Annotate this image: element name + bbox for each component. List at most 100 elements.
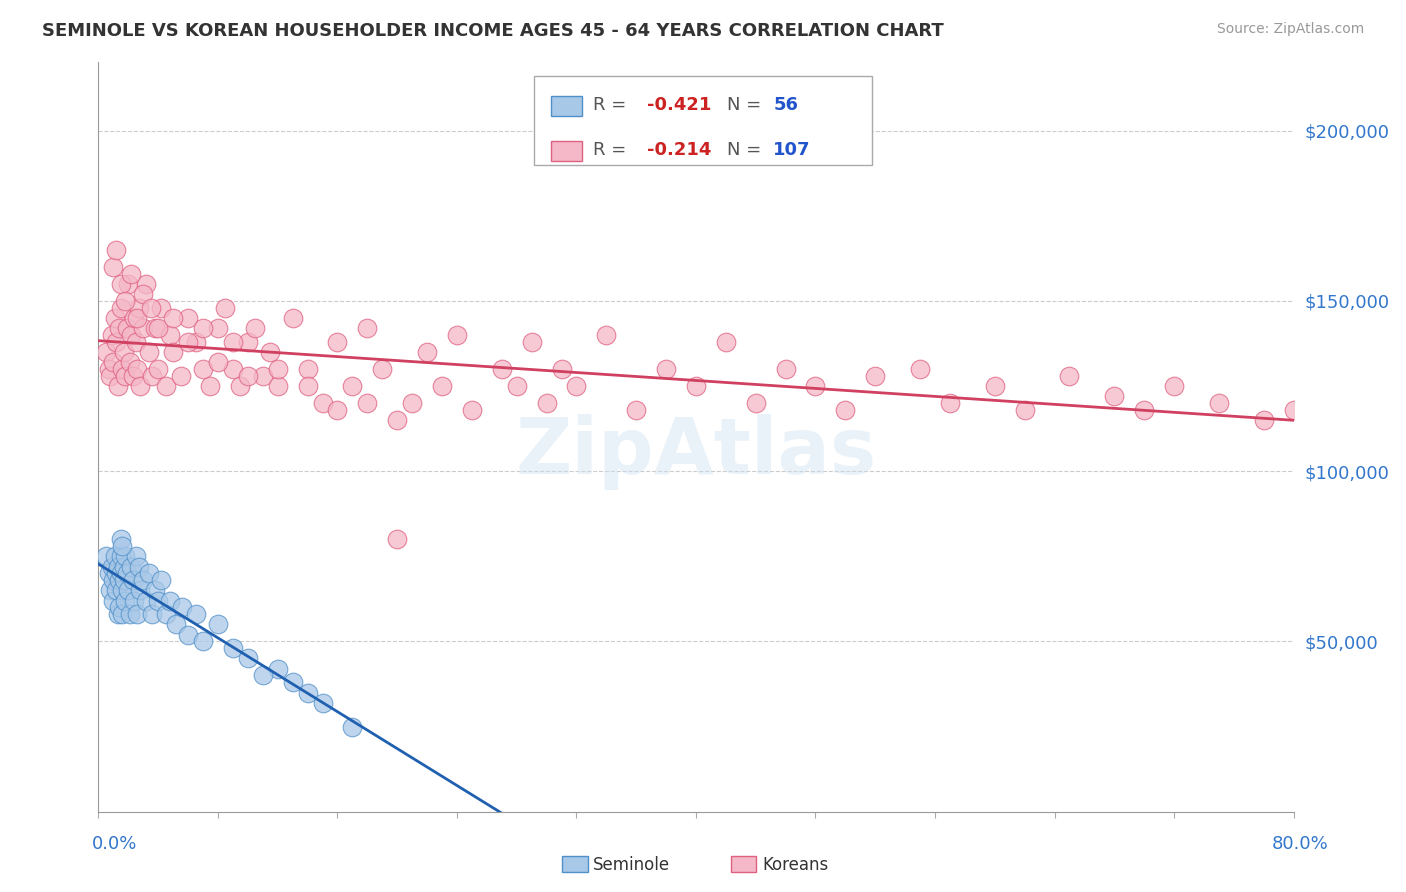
Point bbox=[127, 310, 149, 325]
Point bbox=[107, 379, 129, 393]
Point bbox=[155, 379, 177, 393]
Point bbox=[110, 549, 132, 564]
Point bbox=[356, 396, 378, 410]
Point bbox=[108, 321, 131, 335]
Point bbox=[342, 720, 364, 734]
Point bbox=[118, 355, 141, 369]
Point bbox=[121, 573, 143, 587]
Point bbox=[207, 617, 229, 632]
Point bbox=[97, 566, 120, 581]
Point bbox=[356, 321, 378, 335]
Point bbox=[101, 327, 124, 342]
Point bbox=[222, 362, 245, 376]
Point bbox=[141, 607, 163, 622]
Point bbox=[685, 379, 707, 393]
Point bbox=[94, 549, 117, 564]
Point bbox=[172, 600, 194, 615]
Point bbox=[105, 243, 128, 257]
Text: 80.0%: 80.0% bbox=[1272, 835, 1329, 853]
Point bbox=[236, 651, 259, 665]
Point bbox=[125, 334, 148, 349]
Point bbox=[297, 379, 319, 393]
Point bbox=[128, 559, 150, 574]
Point bbox=[117, 277, 139, 291]
Point bbox=[191, 321, 214, 335]
Point bbox=[107, 607, 129, 622]
Point bbox=[184, 334, 207, 349]
Point bbox=[177, 310, 200, 325]
Point bbox=[103, 355, 125, 369]
Point bbox=[252, 368, 274, 383]
Point bbox=[281, 310, 304, 325]
Point bbox=[200, 379, 222, 393]
Point bbox=[1163, 379, 1185, 393]
Text: R =: R = bbox=[593, 96, 633, 114]
Point bbox=[97, 362, 120, 376]
Point bbox=[117, 583, 139, 598]
Point bbox=[191, 634, 214, 648]
Point bbox=[129, 379, 152, 393]
Point bbox=[138, 566, 160, 581]
Point bbox=[108, 600, 131, 615]
Point bbox=[127, 362, 149, 376]
Point bbox=[1133, 402, 1156, 417]
Point bbox=[1104, 389, 1126, 403]
Point bbox=[111, 362, 134, 376]
Point bbox=[908, 362, 931, 376]
Point bbox=[326, 402, 349, 417]
Point bbox=[222, 334, 245, 349]
Point bbox=[105, 583, 128, 598]
Point bbox=[111, 583, 134, 598]
Point bbox=[245, 321, 267, 335]
Point bbox=[446, 327, 468, 342]
Point bbox=[342, 379, 364, 393]
Point bbox=[745, 396, 768, 410]
Point bbox=[148, 321, 170, 335]
Point bbox=[143, 321, 166, 335]
Point bbox=[416, 345, 439, 359]
Point bbox=[112, 573, 135, 587]
Point bbox=[804, 379, 827, 393]
Point bbox=[550, 362, 572, 376]
Point bbox=[536, 396, 558, 410]
Point bbox=[385, 533, 409, 547]
Point bbox=[177, 334, 200, 349]
Point bbox=[297, 362, 319, 376]
Text: N =: N = bbox=[727, 141, 766, 159]
Point bbox=[98, 583, 122, 598]
Point bbox=[236, 334, 259, 349]
Point bbox=[111, 607, 134, 622]
Point bbox=[105, 566, 128, 581]
Point bbox=[115, 321, 138, 335]
Point bbox=[371, 362, 394, 376]
Point bbox=[595, 327, 617, 342]
Point bbox=[127, 607, 149, 622]
Point bbox=[124, 310, 146, 325]
Point bbox=[110, 301, 132, 315]
Point bbox=[110, 566, 132, 581]
Point bbox=[311, 696, 333, 710]
Point bbox=[103, 260, 125, 274]
Point bbox=[129, 583, 152, 598]
Point bbox=[159, 593, 181, 607]
Point bbox=[98, 368, 122, 383]
Point bbox=[626, 402, 648, 417]
Text: Source: ZipAtlas.com: Source: ZipAtlas.com bbox=[1216, 22, 1364, 37]
Point bbox=[207, 321, 229, 335]
Point bbox=[120, 559, 142, 574]
Point bbox=[297, 685, 319, 699]
Point bbox=[506, 379, 529, 393]
Point bbox=[1059, 368, 1081, 383]
Point bbox=[138, 345, 160, 359]
Point bbox=[222, 641, 245, 656]
Point bbox=[114, 593, 136, 607]
Point bbox=[132, 573, 155, 587]
Point bbox=[124, 593, 146, 607]
Point bbox=[128, 301, 150, 315]
Point bbox=[101, 559, 124, 574]
Point bbox=[565, 379, 588, 393]
Point bbox=[775, 362, 797, 376]
Point bbox=[141, 368, 163, 383]
Point bbox=[143, 583, 166, 598]
Point bbox=[148, 362, 170, 376]
